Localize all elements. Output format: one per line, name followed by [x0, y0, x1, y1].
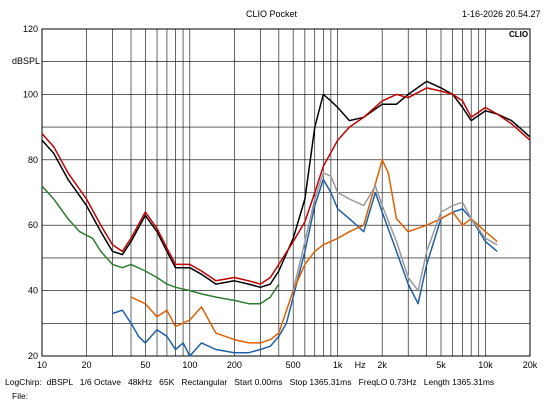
y-tick-label: 20	[28, 351, 38, 361]
x-tick-label: 2k	[377, 360, 387, 370]
y-tick-label: 40	[28, 286, 38, 296]
series-line-5	[41, 87, 531, 285]
x-tick-label: 1k	[333, 360, 343, 370]
y-tick-label: 80	[28, 155, 38, 165]
x-tick-label: 10	[37, 360, 47, 370]
y-axis-label: dBSPL	[12, 56, 40, 66]
footer-settings: LogChirp: dBSPL 1/6 Octave 48kHz 65K Rec…	[5, 377, 495, 387]
x-tick-label: 20	[81, 360, 91, 370]
x-tick-label: 10k	[478, 360, 493, 370]
app-title: CLIO Pocket	[246, 9, 298, 19]
y-tick-label: 120	[23, 24, 38, 34]
timestamp: 1-16-2026 20.54.27	[462, 9, 541, 19]
series-group	[41, 80, 531, 357]
brand-logo: CLIO	[509, 30, 528, 39]
x-tick-label: 50	[140, 360, 150, 370]
series-line-2	[130, 159, 498, 344]
series-line-4	[41, 80, 531, 289]
x-tick-label: 200	[227, 360, 242, 370]
x-tick-label: 500	[286, 360, 301, 370]
series-line-1	[112, 178, 498, 357]
plot-frame	[41, 28, 531, 357]
x-axis-label: Hz	[355, 360, 366, 370]
series-line-3	[292, 172, 498, 292]
footer-file-label: File:	[12, 391, 29, 401]
x-tick-label: 20k	[523, 360, 538, 370]
x-tick-label: 5k	[436, 360, 446, 370]
y-tick-label: 60	[28, 220, 38, 230]
y-tick-label: 100	[23, 89, 38, 99]
grid	[42, 29, 530, 356]
x-tick-label: 100	[182, 360, 197, 370]
series-line-0	[41, 185, 280, 305]
